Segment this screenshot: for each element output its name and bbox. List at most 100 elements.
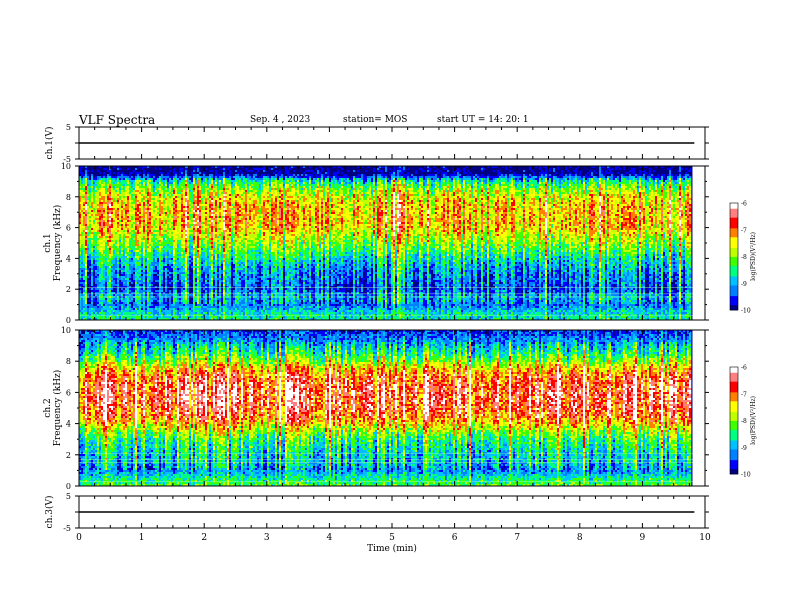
x-tick-label: 2 [201,533,207,543]
colorbar-step [730,381,738,384]
ch1-waveform-panel: 5 -5 ch.1(V) [44,123,709,164]
y-tick-label: 5 [66,123,71,132]
colorbar-step [730,461,738,464]
colorbar-step [730,413,738,416]
colorbar-step [730,447,738,450]
colorbar-step [730,235,738,238]
y-tick-label: 0 [66,316,71,325]
colorbar-step [730,443,738,446]
colorbar-step [730,231,738,234]
colorbar-step [730,420,738,423]
colorbar-step [730,429,738,432]
colorbar-step [730,204,738,207]
colorbar-step [730,404,738,407]
ch1-spectrogram-panel: 0 2 4 6 8 10 ch.1 Frequency (kHz) [43,162,709,325]
colorbar-step [730,286,738,289]
y-axis-label-channel: ch.2 [43,398,53,417]
colorbar-step [730,400,738,404]
colorbar-tick-label: -9 [741,281,747,288]
colorbar-step [730,258,738,261]
y-axis-label: ch.3(V) [44,496,55,529]
colorbar-step [730,219,738,222]
colorbar-step [730,397,738,400]
y-axis-label-frequency: Frequency (kHz) [52,205,63,282]
colorbar-step [730,267,738,270]
colorbar-step [730,220,738,224]
colorbar-step [730,457,738,461]
colorbar-step [730,399,738,402]
colorbar-step [730,402,738,405]
colorbar-step [730,295,738,298]
y-tick-label: 8 [66,193,71,202]
colorbar-label: log(PSD)(V²/Hz) [750,232,757,281]
y-tick-label: 10 [61,162,71,171]
colorbar-step [730,434,738,437]
y-axis-label-frequency: Frequency (kHz) [52,370,63,447]
colorbar-step [730,472,738,475]
y-tick-label: 0 [66,482,71,491]
x-tick-label: 3 [264,533,270,543]
colorbar-step [730,388,738,391]
colorbar-step [730,301,738,304]
y-axis-label: ch.1 Frequency (kHz) [43,205,63,282]
colorbar-step [730,406,738,409]
y-axis-label: ch.2 Frequency (kHz) [43,370,63,447]
colorbar-step [730,285,738,288]
y-tick-label: -5 [63,524,71,533]
date-label: Sep. 4 , 2023 [250,115,310,125]
colorbar-step [730,276,738,279]
x-tick-label: 1 [139,533,145,543]
colorbar-step [730,227,738,231]
colorbar-step [730,452,738,455]
x-tick-label: 8 [577,533,583,543]
colorbar-step [730,416,738,420]
colorbar-step [730,304,738,307]
colorbar-step [730,283,738,286]
colorbar-step [730,411,738,414]
colorbar-step [730,427,738,430]
colorbar-step [730,260,738,263]
colorbar-step [730,270,738,273]
y-axis-label-group: ch.1(V) [44,127,55,160]
colorbar-step [730,292,738,295]
colorbar-tick-label: -6 [741,365,747,372]
colorbar-step [730,383,738,386]
colorbar-step [730,254,738,257]
colorbar-step [730,384,738,388]
colorbar-step [730,213,738,216]
colorbar-step [730,229,738,232]
x-tick-label: 10 [699,533,711,543]
y-tick-label: 8 [66,357,71,366]
colorbar-step [730,203,738,206]
colorbar-step [730,263,738,266]
colorbar-step [730,390,738,393]
colorbar-tick-label: -9 [741,445,747,452]
colorbar-step [730,242,738,245]
colorbar-tick-label: -10 [741,472,751,479]
colorbar-step [730,440,738,443]
start-time-label: start UT = 14: 20: 1 [437,115,529,125]
colorbar-tick-label: -6 [741,201,747,208]
colorbar-step [730,211,738,215]
colorbar-step [730,265,738,268]
ch3-waveform-panel: 5 -5 ch.3(V) [44,492,709,533]
colorbar-step [730,249,738,252]
colorbar-step [730,252,738,256]
colorbar-step [730,308,738,311]
colorbar-step [730,379,738,382]
colorbar-step [730,393,738,396]
y-tick-label: 2 [66,285,71,294]
colorbar-step [730,288,738,291]
colorbar-step [730,436,738,439]
colorbar-step [730,449,738,452]
colorbar-step [730,459,738,462]
colorbar-step [730,306,738,309]
colorbar-step [730,425,738,429]
colorbar-tick-label: -8 [741,418,747,425]
x-tick-label: 6 [452,533,458,543]
colorbar-step [730,268,738,272]
colorbar-tick-label: -7 [741,227,747,234]
colorbar-step [730,465,738,468]
ch2-spectrogram-panel: 0 2 4 6 8 10 ch.2 Frequency (kHz) [43,326,709,491]
